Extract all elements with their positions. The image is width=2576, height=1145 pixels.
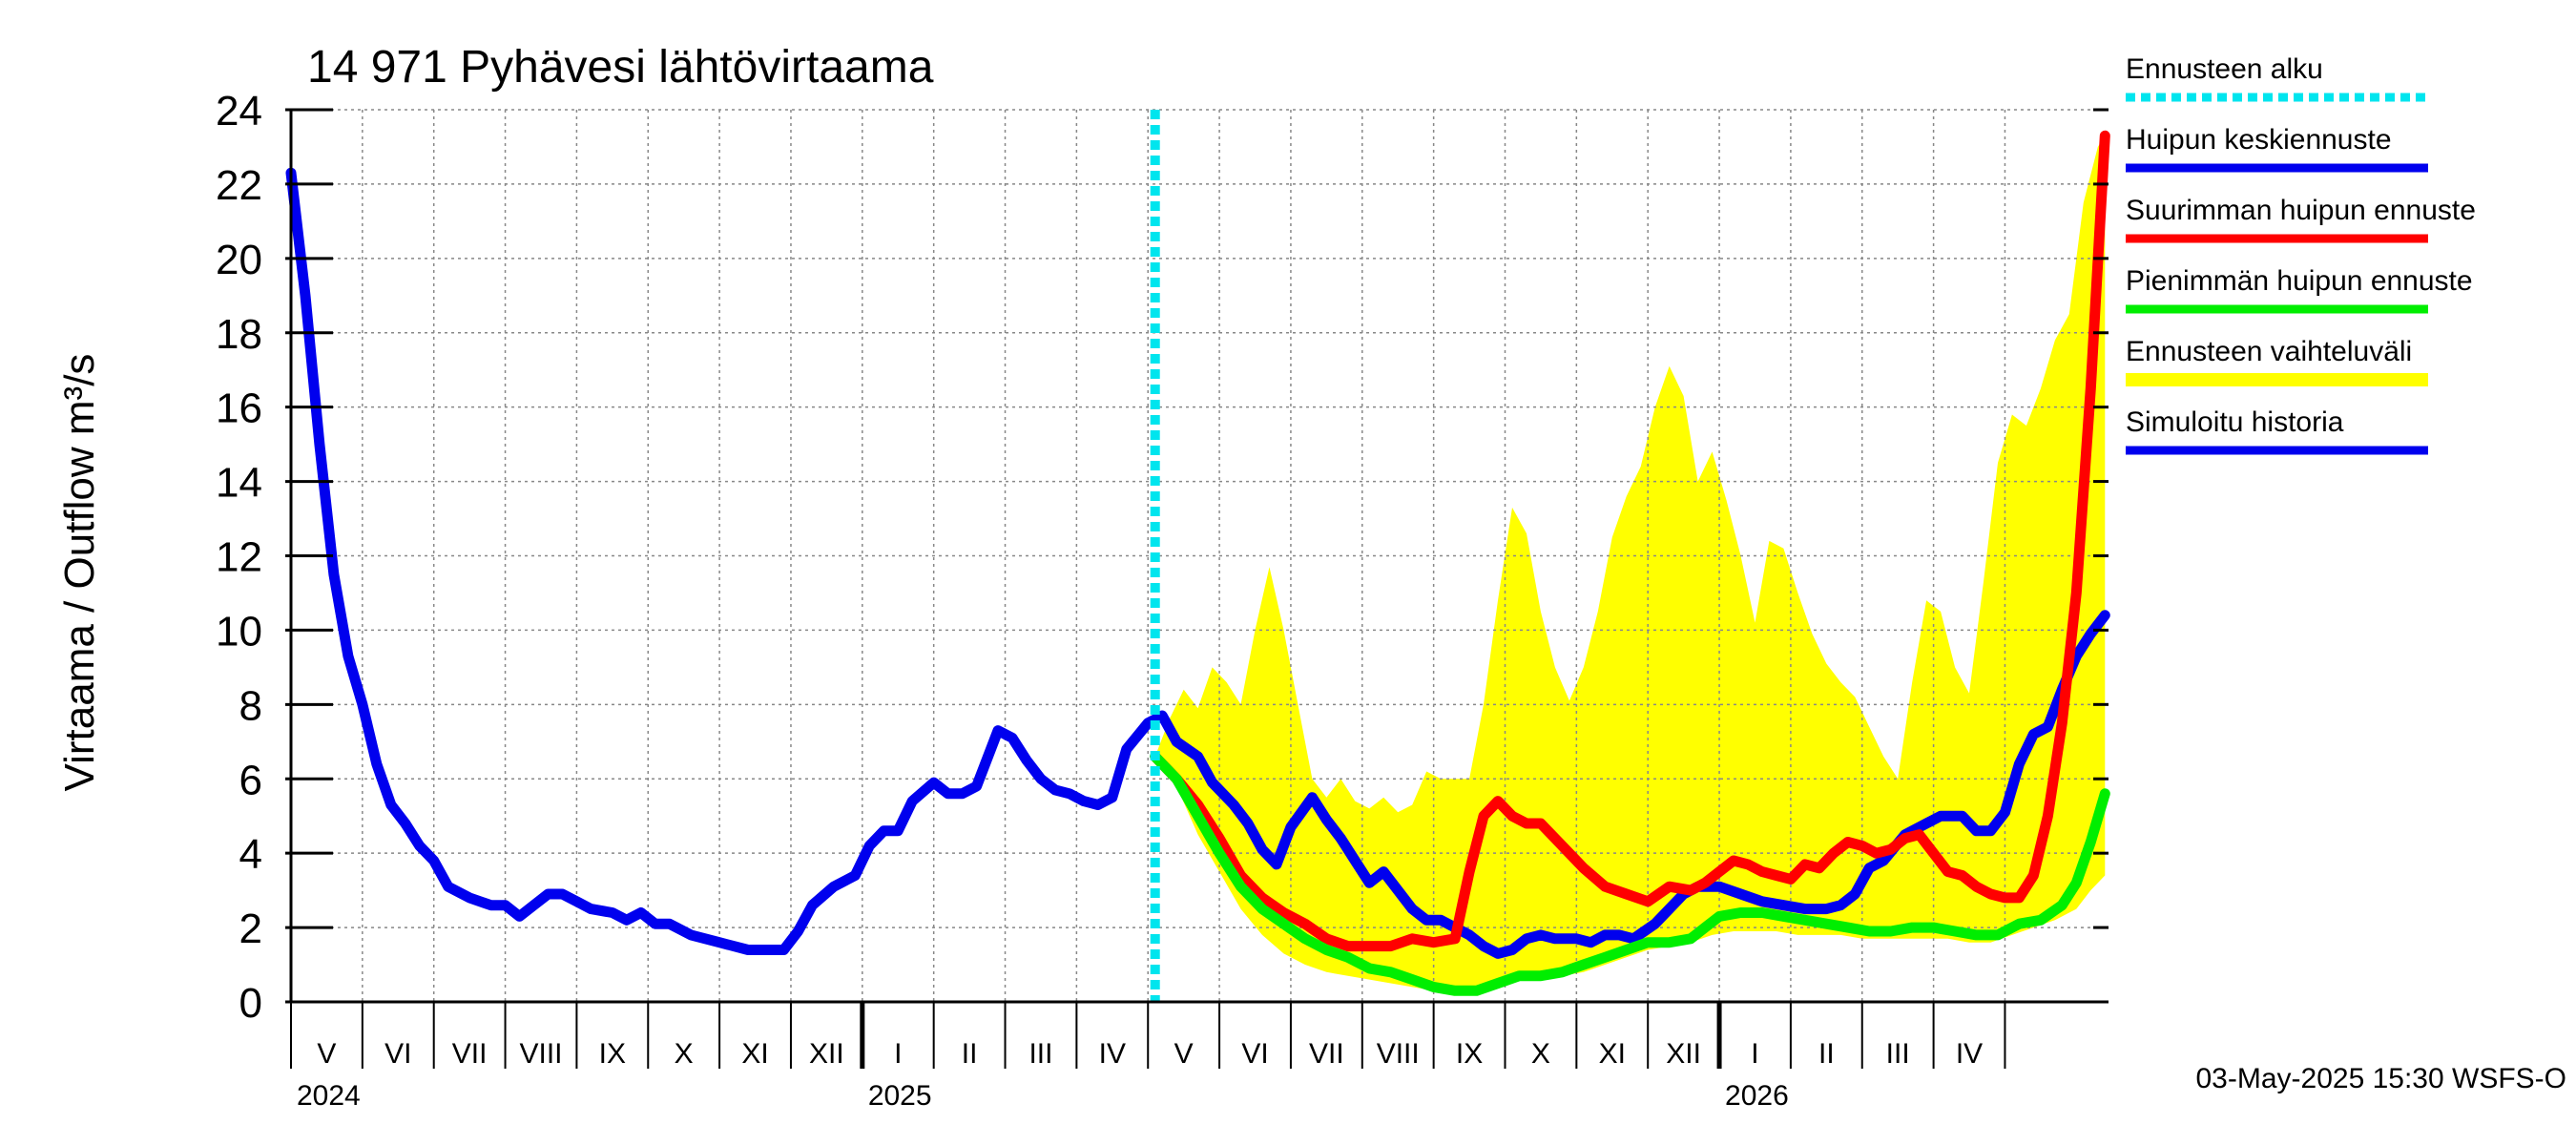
month-label: XII bbox=[809, 1038, 844, 1070]
year-label: 2025 bbox=[868, 1080, 932, 1112]
month-label: II bbox=[962, 1038, 978, 1070]
month-label: I bbox=[894, 1038, 902, 1070]
month-label: VII bbox=[1309, 1038, 1344, 1070]
month-label: IX bbox=[1456, 1038, 1483, 1070]
footer-timestamp: 03-May-2025 15:30 WSFS-O bbox=[2196, 1063, 2567, 1094]
y-tick-label: 6 bbox=[239, 757, 262, 803]
y-tick-label: 14 bbox=[216, 460, 262, 507]
month-label: II bbox=[1818, 1038, 1835, 1070]
series-line-simuloitu-historia bbox=[285, 167, 2110, 959]
y-tick-label: 22 bbox=[216, 162, 262, 209]
month-label: V bbox=[1174, 1038, 1194, 1070]
month-label: IV bbox=[1956, 1038, 1983, 1070]
x-axis-labels: V VI VII VIII IX X XI XII I II III IV V VI VII VIII IX X X… bbox=[290, 1002, 2006, 1112]
legend-label: Ennusteen vaihteluväli bbox=[2126, 336, 2412, 367]
month-label: X bbox=[1531, 1038, 1550, 1070]
month-label: III bbox=[1886, 1038, 1910, 1070]
y-tick-label: 2 bbox=[239, 906, 262, 952]
month-label: VII bbox=[452, 1038, 488, 1070]
legend-label: Simuloitu historia bbox=[2126, 406, 2344, 438]
month-label: IX bbox=[599, 1038, 626, 1070]
month-label: XII bbox=[1666, 1038, 1701, 1070]
y-tick-label: 20 bbox=[216, 237, 262, 283]
month-label: X bbox=[675, 1038, 694, 1070]
series-layer bbox=[285, 110, 2110, 1002]
month-label: VI bbox=[384, 1038, 411, 1070]
y-tick-label: 10 bbox=[216, 608, 262, 655]
y-tick-label: 8 bbox=[239, 682, 262, 729]
month-label: XI bbox=[1599, 1038, 1626, 1070]
y-tick-label: 16 bbox=[216, 385, 262, 432]
legend-label: Suurimman huipun ennuste bbox=[2126, 195, 2476, 226]
month-label: VIII bbox=[1377, 1038, 1420, 1070]
month-label: VI bbox=[1241, 1038, 1268, 1070]
y-tick-label: 12 bbox=[216, 534, 262, 581]
y-tick-label: 0 bbox=[239, 980, 262, 1027]
y-axis-label: Virtaama / Outflow m³/s bbox=[56, 354, 103, 792]
legend-label: Pienimmän huipun ennuste bbox=[2126, 265, 2473, 297]
month-label: IV bbox=[1099, 1038, 1126, 1070]
legend: Ennusteen alku Huipun keskiennuste Suurimm… bbox=[2126, 53, 2476, 455]
chart-title: 14 971 Pyhävesi lähtövirtaama bbox=[307, 42, 934, 93]
month-label: VIII bbox=[519, 1038, 562, 1070]
month-label: XI bbox=[741, 1038, 768, 1070]
series-line-pienimman-huipun-ennuste bbox=[1150, 751, 2110, 996]
year-label: 2024 bbox=[297, 1080, 361, 1112]
legend-label: Ennusteen alku bbox=[2126, 53, 2323, 85]
month-label: V bbox=[317, 1038, 336, 1070]
y-tick-label: 4 bbox=[239, 831, 262, 878]
y-tick-label: 24 bbox=[216, 88, 262, 135]
y-tick-label: 18 bbox=[216, 311, 262, 358]
legend-label: Huipun keskiennuste bbox=[2126, 124, 2392, 156]
series-line-suurimman-huipun-ennuste bbox=[1150, 130, 2110, 952]
month-label: III bbox=[1028, 1038, 1052, 1070]
month-label: I bbox=[1751, 1038, 1758, 1070]
year-label: 2026 bbox=[1725, 1080, 1789, 1112]
